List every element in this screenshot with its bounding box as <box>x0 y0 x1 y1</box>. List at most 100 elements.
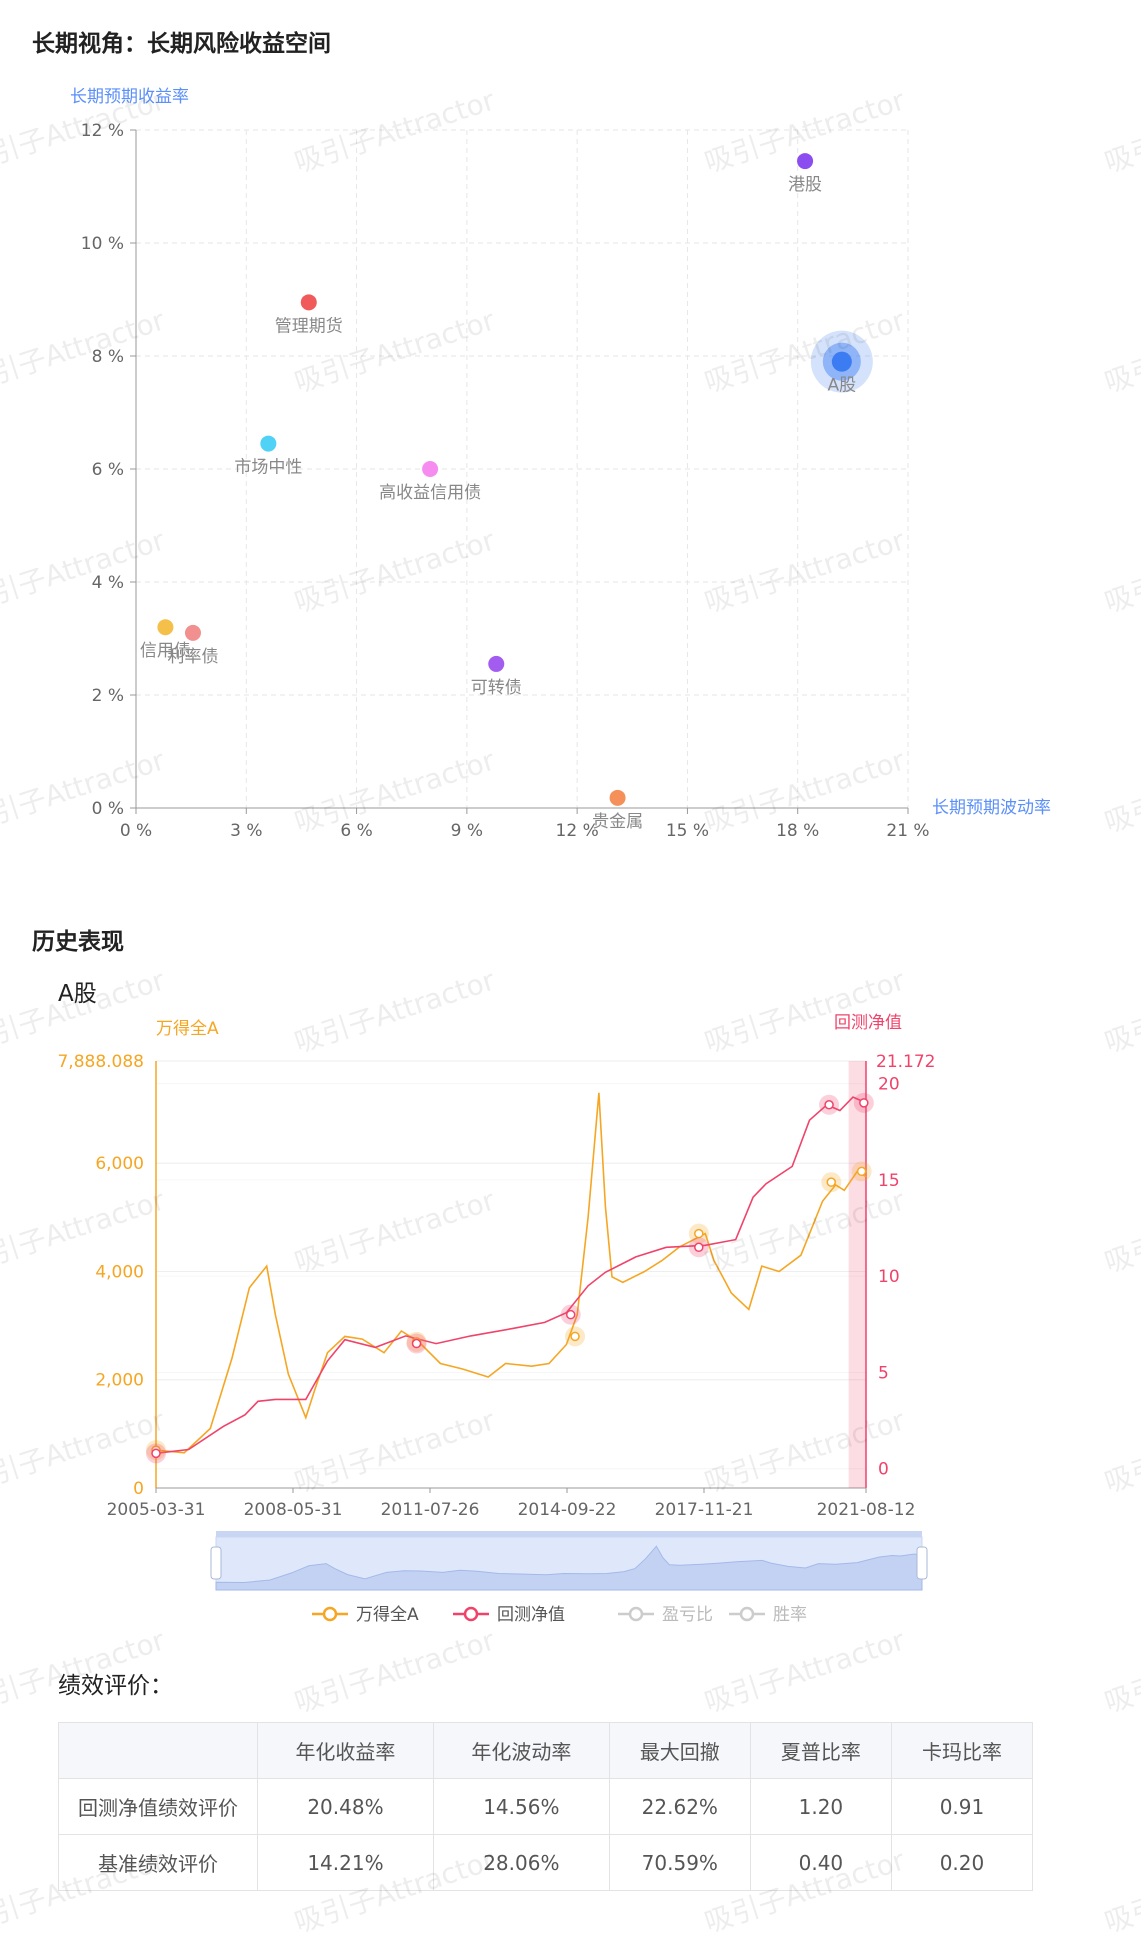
history-subtitle: A股 <box>58 981 97 1007</box>
series-marker <box>856 1166 867 1177</box>
zoom-slider-top-bar <box>216 1531 922 1537</box>
right-tick-label: 5 <box>878 1363 889 1383</box>
scatter-point <box>488 655 505 672</box>
x-axis-title: 长期预期波动率 <box>932 798 1051 818</box>
legend-swatch-marker <box>463 1606 479 1622</box>
section-title-risk-return: 长期视角：长期风险收益空间 <box>32 31 331 57</box>
scatter-point-label: 利率债 <box>167 647 218 667</box>
cell-calmar-ratio: 0.20 <box>890 1834 1034 1891</box>
scatter-point-label: 可转债 <box>471 678 522 698</box>
x-tick-label: 15 % <box>666 821 709 840</box>
legend-item-label[interactable]: 胜率 <box>773 1605 807 1625</box>
x-tick-label: 6 % <box>340 821 372 840</box>
x-tick-label: 2011-07-26 <box>381 1500 480 1520</box>
y-tick-label: 4 % <box>92 573 124 593</box>
legend-swatch-marker <box>628 1606 644 1622</box>
cell-sharpe-ratio: 1.20 <box>749 1778 892 1835</box>
row-label: 回测净值绩效评价 <box>58 1778 258 1835</box>
left-max-label: 7,888.088 <box>57 1052 144 1072</box>
watermark-text: 吸引子Attractor <box>1100 1843 1141 1940</box>
table-row: 回测净值绩效评价 20.48% 14.56% 22.62% 1.20 0.91 <box>58 1778 1034 1835</box>
header-cell-corner <box>58 1722 258 1779</box>
cell-calmar-ratio: 0.91 <box>890 1778 1034 1835</box>
y-tick-label: 10 % <box>81 234 124 254</box>
header-sharpe-ratio: 夏普比率 <box>749 1722 892 1779</box>
cell-annual-return: 14.21% <box>257 1834 434 1891</box>
cell-annual-return: 20.48% <box>257 1778 434 1835</box>
highlight-band <box>848 1061 866 1488</box>
y-tick-label: 0 % <box>92 799 124 819</box>
series-marker <box>570 1331 580 1342</box>
zoom-slider-left-handle[interactable] <box>210 1546 222 1580</box>
cell-max-drawdown: 70.59% <box>608 1834 751 1891</box>
series-marker <box>694 1242 704 1253</box>
cell-max-drawdown: 22.62% <box>608 1778 751 1835</box>
section-title-history: 历史表现 <box>32 929 124 955</box>
series-marker <box>694 1228 704 1239</box>
x-tick-label: 2021-08-12 <box>817 1500 916 1520</box>
x-tick-label: 2017-11-21 <box>655 1500 754 1520</box>
scatter-point-label: 贵金属 <box>592 812 643 832</box>
y-axis-title: 长期预期收益率 <box>70 87 189 107</box>
performance-table: 年化收益率 年化波动率 最大回撤 夏普比率 卡玛比率 回测净值绩效评价 20.4… <box>58 1722 1034 1891</box>
header-calmar-ratio: 卡玛比率 <box>890 1722 1034 1779</box>
scatter-point-label: 管理期货 <box>275 316 343 336</box>
right-max-label: 21.172 <box>876 1052 935 1072</box>
series-marker <box>151 1448 161 1459</box>
scatter-point <box>831 351 852 372</box>
left-tick-label: 0 <box>133 1479 144 1499</box>
x-tick-label: 9 % <box>451 821 483 840</box>
history-line-chart: 万得全A 回测净值 0 2,000 4,000 6,000 7,888.088 0 5 10 15 2… <box>57 1013 935 1625</box>
x-tick-label: 2008-05-31 <box>244 1500 343 1520</box>
scatter-point-label: 高收益信用债 <box>379 483 481 503</box>
right-tick-label: 15 <box>878 1171 900 1191</box>
right-tick-label: 10 <box>878 1267 900 1287</box>
x-tick-label: 21 % <box>886 821 929 840</box>
scatter-point-label: 信用债 <box>140 641 191 661</box>
table-row: 基准绩效评价 14.21% 28.06% 70.59% 0.40 0.20 <box>58 1834 1034 1891</box>
right-tick-label: 20 <box>878 1075 900 1095</box>
series-marker <box>411 1338 422 1349</box>
y-tick-label: 8 % <box>92 347 124 367</box>
legend-item-label[interactable]: 盈亏比 <box>662 1605 713 1625</box>
legend-item-label[interactable]: 万得全A <box>356 1605 419 1625</box>
scatter-point <box>300 294 317 311</box>
scatter-point <box>157 619 174 636</box>
header-annual-volatility: 年化波动率 <box>432 1722 610 1779</box>
performance-header-row: 年化收益率 年化波动率 最大回撤 夏普比率 卡玛比率 <box>58 1722 1034 1779</box>
left-axis-title: 万得全A <box>156 1019 219 1039</box>
scatter-point <box>422 461 439 477</box>
x-tick-label: 2005-03-31 <box>107 1500 206 1520</box>
row-label: 基准绩效评价 <box>58 1834 258 1891</box>
left-tick-label: 2,000 <box>95 1371 144 1391</box>
series-line <box>155 1092 867 1454</box>
legend-swatch-marker <box>322 1606 338 1622</box>
scatter-point-label: 市场中性 <box>234 458 302 478</box>
series-marker <box>826 1177 837 1187</box>
y-tick-label: 12 % <box>81 121 124 141</box>
scatter-point <box>184 624 201 641</box>
performance-title: 绩效评价： <box>58 1673 173 1699</box>
series-marker <box>824 1100 834 1110</box>
right-axis-title: 回测净值 <box>834 1013 902 1033</box>
series-marker <box>565 1309 576 1320</box>
cell-sharpe-ratio: 0.40 <box>749 1834 892 1891</box>
y-tick-label: 6 % <box>92 460 124 480</box>
cell-annual-volatility: 28.06% <box>432 1834 610 1891</box>
series-marker <box>859 1098 869 1108</box>
left-tick-label: 6,000 <box>95 1154 144 1174</box>
x-tick-label: 0 % <box>120 821 152 840</box>
x-tick-label: 12 % <box>556 821 599 840</box>
x-tick-label: 18 % <box>776 821 819 840</box>
right-tick-label: 0 <box>878 1460 889 1480</box>
zoom-slider-right-handle[interactable] <box>916 1546 928 1580</box>
y-tick-label: 2 % <box>92 686 124 706</box>
x-tick-label: 2014-09-22 <box>518 1500 617 1520</box>
cell-annual-volatility: 14.56% <box>432 1778 610 1835</box>
scatter-point <box>609 789 626 806</box>
header-annual-return: 年化收益率 <box>257 1722 434 1779</box>
scatter-point-label: A股 <box>828 376 857 396</box>
legend-item-label[interactable]: 回测净值 <box>497 1605 565 1625</box>
x-tick-label: 3 % <box>230 821 262 840</box>
